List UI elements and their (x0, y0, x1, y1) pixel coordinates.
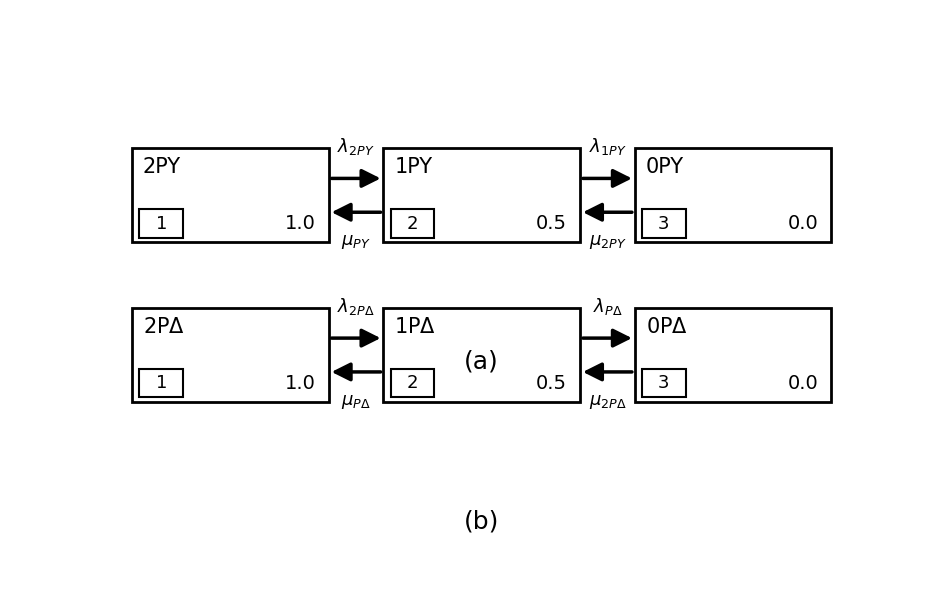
Text: $\mu_{2PY}$: $\mu_{2PY}$ (588, 234, 626, 251)
Text: $\mu_{PY}$: $\mu_{PY}$ (341, 234, 371, 251)
Bar (391, 209, 434, 238)
Text: 2: 2 (407, 374, 418, 392)
Text: $\lambda_{2P\Delta}$: $\lambda_{2P\Delta}$ (337, 296, 375, 317)
Bar (132, 308, 329, 402)
Text: $\lambda_{P\Delta}$: $\lambda_{P\Delta}$ (592, 296, 622, 317)
Bar (384, 148, 580, 242)
Text: $\mu_{P\Delta}$: $\mu_{P\Delta}$ (341, 393, 371, 411)
Bar (139, 369, 183, 397)
Text: 0P$\Delta$: 0P$\Delta$ (646, 317, 688, 337)
Text: 1.0: 1.0 (285, 214, 316, 233)
Text: 1PY: 1PY (395, 157, 432, 177)
Bar (139, 209, 183, 238)
Text: 0.0: 0.0 (788, 214, 819, 233)
Bar (642, 209, 686, 238)
Text: 2P$\Delta$: 2P$\Delta$ (143, 317, 185, 337)
Text: 1P$\Delta$: 1P$\Delta$ (395, 317, 436, 337)
Text: 0.5: 0.5 (536, 374, 567, 393)
Text: 1: 1 (155, 215, 167, 232)
Bar (132, 148, 329, 242)
Bar (391, 369, 434, 397)
Bar (642, 369, 686, 397)
Text: $\lambda_{1PY}$: $\lambda_{1PY}$ (588, 136, 626, 157)
Text: 0.5: 0.5 (536, 214, 567, 233)
Text: (b): (b) (464, 509, 499, 534)
Text: $\mu_{2P\Delta}$: $\mu_{2P\Delta}$ (588, 393, 626, 411)
Text: 1.0: 1.0 (285, 374, 316, 393)
Text: 0PY: 0PY (646, 157, 683, 177)
Bar (634, 148, 832, 242)
Bar (384, 308, 580, 402)
Text: (a): (a) (464, 350, 499, 374)
Text: 0.0: 0.0 (788, 374, 819, 393)
Text: 3: 3 (658, 374, 669, 392)
Text: $\lambda_{2PY}$: $\lambda_{2PY}$ (337, 136, 375, 157)
Text: 2PY: 2PY (143, 157, 181, 177)
Text: 1: 1 (155, 374, 167, 392)
Text: 3: 3 (658, 215, 669, 232)
Text: 2: 2 (407, 215, 418, 232)
Bar (634, 308, 832, 402)
